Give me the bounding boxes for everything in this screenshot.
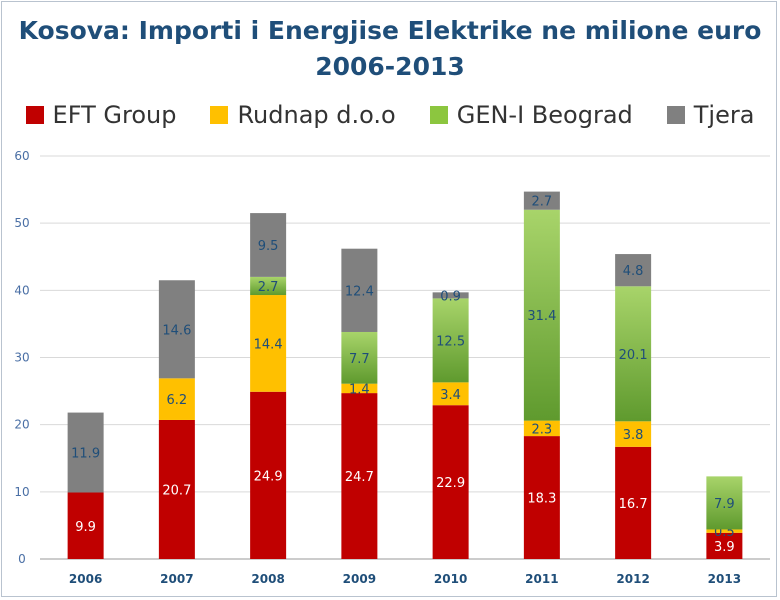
legend-label-gen-i-beograd: GEN-I Beograd — [456, 101, 633, 129]
data-label-rudnap-d-o-o-2011: 2.3 — [532, 422, 553, 437]
bar-eft-group-2009 — [341, 393, 378, 559]
bar-eft-group-2012 — [615, 446, 652, 559]
legend-item-rudnap: Rudnap d.o.o — [210, 101, 396, 129]
data-label-gen-i-beograd-2010: 12.5 — [436, 334, 465, 349]
data-label-tjera-2008: 9.5 — [258, 239, 279, 254]
y-axis: 0 10 20 30 40 50 60 — [14, 149, 29, 566]
legend-swatch-eft-group — [25, 106, 44, 124]
bar-rudnap-d-o-o-2007 — [158, 378, 195, 420]
chart-title: Kosova: Importi i Energjise Elektrike ne… — [18, 16, 762, 45]
data-label-eft-group-2012: 16.7 — [619, 497, 648, 512]
data-label-gen-i-beograd-2012: 20.1 — [619, 348, 648, 363]
legend-swatch-rudnap — [210, 106, 229, 124]
bar-tjera-2007 — [158, 280, 195, 379]
data-label-eft-group-2011: 18.3 — [527, 492, 556, 507]
data-label-gen-i-beograd-2009: 7.7 — [349, 352, 370, 367]
data-label-rudnap-d-o-o-2007: 6.2 — [167, 393, 188, 408]
bar-tjera-2008 — [250, 213, 287, 277]
gridlines — [40, 155, 770, 560]
x-tick-label-2011: 2011 — [525, 572, 558, 586]
data-label-rudnap-d-o-o-2010: 3.4 — [440, 388, 461, 403]
x-tick-label-2012: 2012 — [616, 572, 649, 586]
bar-eft-group-2010 — [432, 405, 469, 559]
data-label-tjera-2009: 12.4 — [345, 284, 374, 299]
data-label-tjera-2012: 4.8 — [623, 264, 644, 279]
legend-label-rudnap: Rudnap d.o.o — [237, 101, 396, 129]
data-label-gen-i-beograd-2011: 31.4 — [527, 309, 556, 324]
bar-rudnap-d-o-o-2012 — [615, 421, 652, 447]
bar-eft-group-2013 — [706, 532, 743, 559]
legend-label-tjera: Tjera — [693, 101, 755, 129]
data-label-tjera-2011: 2.7 — [532, 195, 553, 210]
bar-rudnap-d-o-o-2011 — [523, 420, 560, 437]
chart-subtitle: 2006-2013 — [315, 52, 465, 81]
data-label-tjera-2006: 11.9 — [71, 447, 100, 462]
data-label-eft-group-2006: 9.9 — [75, 520, 96, 535]
y-tick-label: 10 — [14, 485, 29, 499]
x-tick-label-2010: 2010 — [434, 572, 467, 586]
bar-rudnap-d-o-o-2013 — [706, 529, 743, 533]
bar-tjera-2009 — [341, 248, 378, 332]
y-tick-label: 0 — [18, 552, 26, 566]
bar-gen-i-beograd-2013 — [706, 476, 743, 530]
y-tick-label: 30 — [14, 351, 29, 365]
legend-swatch-tjera — [666, 106, 685, 124]
x-tick-label-2013: 2013 — [708, 572, 741, 586]
bar-eft-group-2007 — [158, 419, 195, 559]
bar-eft-group-2006 — [67, 492, 104, 559]
bar-gen-i-beograd-2012 — [615, 286, 652, 422]
legend-label-eft-group: EFT Group — [52, 101, 177, 129]
data-label-eft-group-2007: 20.7 — [162, 483, 191, 498]
legend-item-gen-i-beograd: GEN-I Beograd — [429, 101, 633, 129]
data-label-eft-group-2010: 22.9 — [436, 476, 465, 491]
bar-tjera-2006 — [67, 412, 104, 493]
legend-item-eft-group: EFT Group — [25, 101, 177, 129]
bar-tjera-2011 — [523, 191, 560, 210]
data-label-rudnap-d-o-o-2009: 1.4 — [349, 382, 370, 397]
data-label-tjera-2010: 0.9 — [440, 289, 461, 304]
bar-rudnap-d-o-o-2008 — [250, 295, 287, 392]
bar-tjera-2012 — [615, 254, 652, 287]
data-label-tjera-2007: 14.6 — [162, 323, 191, 338]
data-label-eft-group-2008: 24.9 — [254, 469, 283, 484]
bar-gen-i-beograd-2009 — [341, 331, 378, 384]
legend-swatch-gen-i-beograd — [429, 106, 448, 124]
bar-gen-i-beograd-2011 — [523, 209, 560, 421]
x-tick-label-2007: 2007 — [160, 572, 193, 586]
y-tick-label: 60 — [14, 149, 29, 163]
x-tick-label-2008: 2008 — [251, 572, 284, 586]
bar-eft-group-2011 — [523, 436, 560, 559]
bar-tjera-2010 — [432, 292, 469, 299]
bar-eft-group-2008 — [250, 391, 287, 559]
bar-gen-i-beograd-2010 — [432, 298, 469, 383]
x-axis: 2006 2007 2008 2009 2010 2011 2012 2013 — [69, 572, 741, 586]
x-tick-label-2009: 2009 — [343, 572, 376, 586]
data-label-gen-i-beograd-2008: 2.7 — [258, 280, 279, 295]
data-label-eft-group-2013: 3.9 — [714, 540, 735, 555]
data-label-gen-i-beograd-2013: 7.9 — [714, 497, 735, 512]
y-tick-label: 50 — [14, 216, 29, 230]
data-label-rudnap-d-o-o-2012: 3.8 — [623, 428, 644, 443]
bars: 9.9 11.9 20.7 6.2 14.6 24.9 14.4 2.7 9.5 24.7 1.4 7… — [67, 191, 743, 559]
x-tick-label-2006: 2006 — [69, 572, 102, 586]
bar-rudnap-d-o-o-2010 — [432, 382, 469, 406]
y-tick-label: 40 — [14, 283, 29, 297]
y-tick-label: 20 — [14, 418, 29, 432]
bar-rudnap-d-o-o-2009 — [341, 383, 378, 394]
legend-item-tjera: Tjera — [666, 101, 755, 129]
bar-gen-i-beograd-2008 — [250, 276, 287, 296]
data-label-rudnap-d-o-o-2008: 14.4 — [254, 337, 283, 352]
legend: EFT Group Rudnap d.o.o GEN-I Beograd Tje… — [0, 101, 780, 129]
data-label-eft-group-2009: 24.7 — [345, 470, 374, 485]
